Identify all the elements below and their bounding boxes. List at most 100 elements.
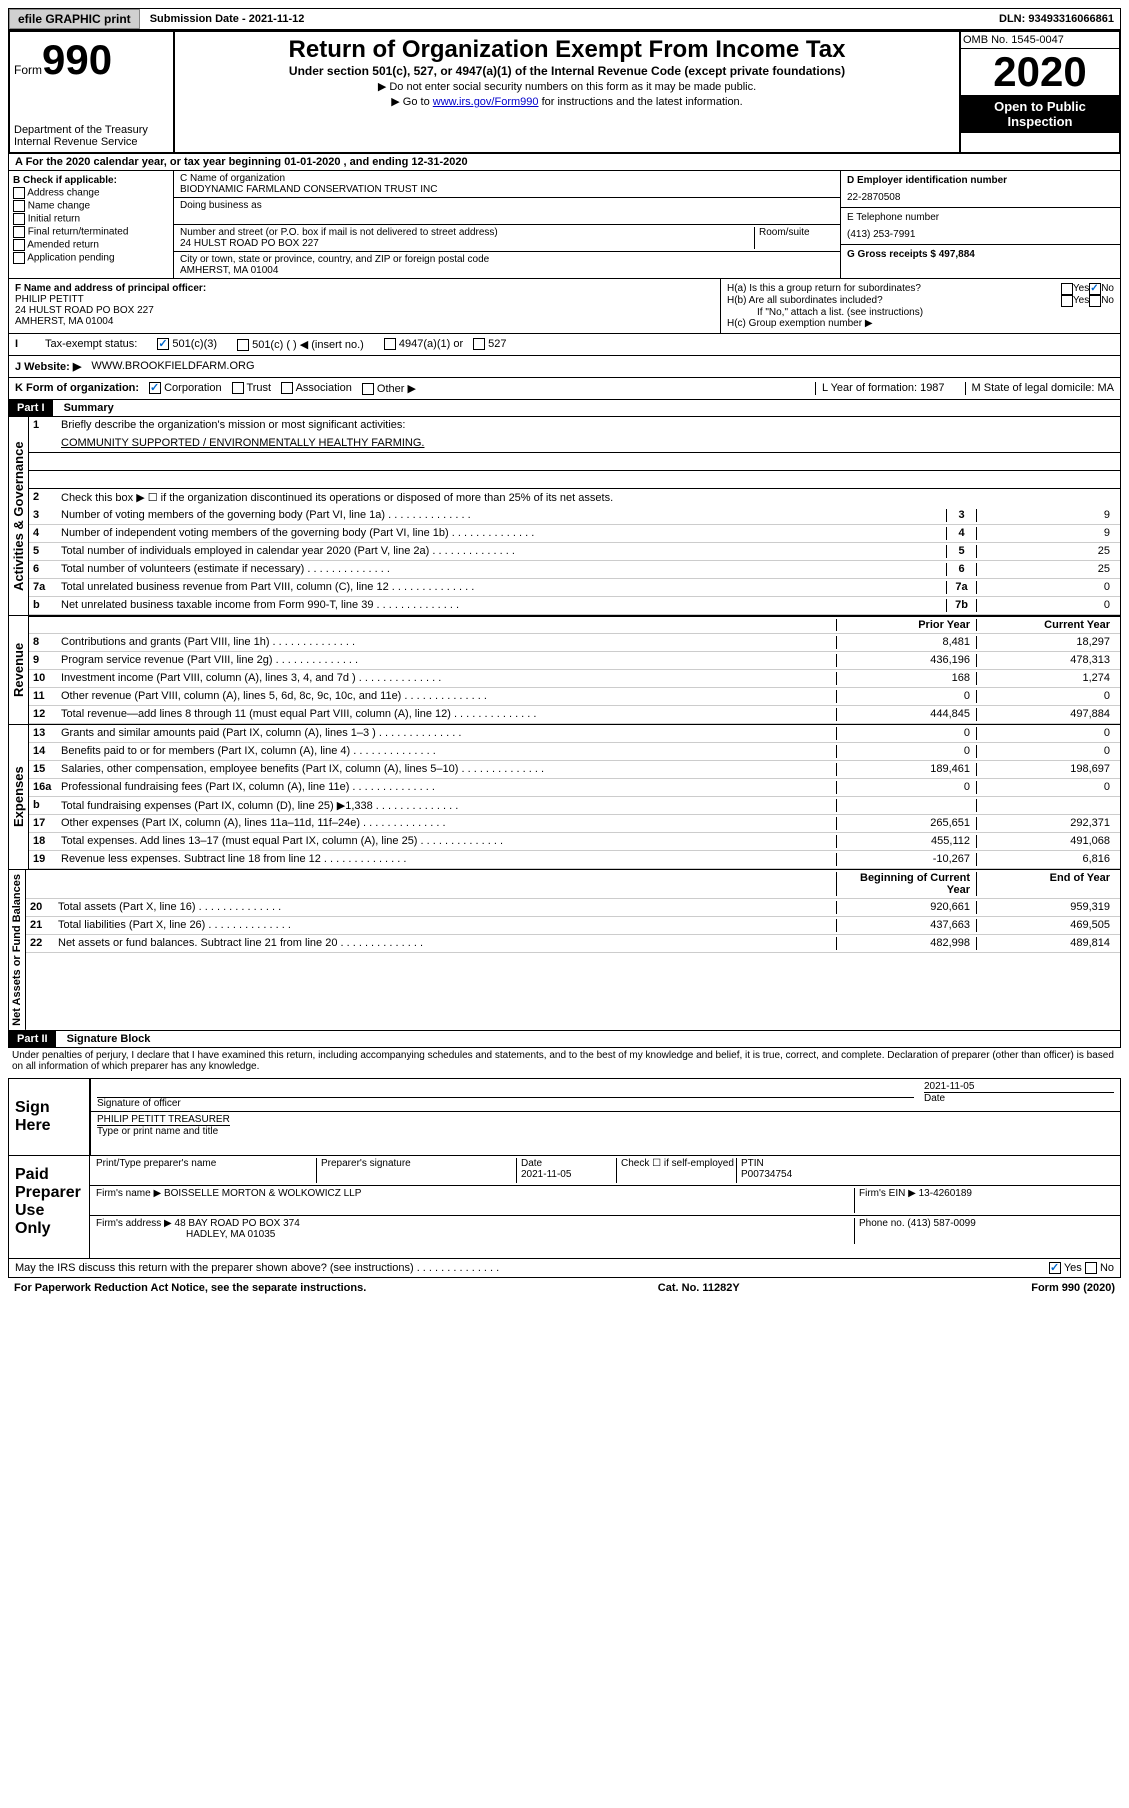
table-row: 4Number of independent voting members of… <box>29 525 1120 543</box>
table-row: 8Contributions and grants (Part VIII, li… <box>29 634 1120 652</box>
footer-mid: Cat. No. 11282Y <box>658 1282 740 1294</box>
discuss-yes[interactable] <box>1049 1262 1061 1274</box>
column-b: B Check if applicable: Address change Na… <box>9 171 174 278</box>
checkbox-4947[interactable] <box>384 338 396 350</box>
table-row: 16aProfessional fundraising fees (Part I… <box>29 779 1120 797</box>
part1-badge: Part I <box>9 400 53 416</box>
website-label: J Website: ▶ <box>15 360 81 373</box>
checkbox-name-change[interactable]: Name change <box>13 200 169 212</box>
dba-label: Doing business as <box>180 200 834 211</box>
table-row: 19Revenue less expenses. Subtract line 1… <box>29 851 1120 869</box>
table-row: 17Other expenses (Part IX, column (A), l… <box>29 815 1120 833</box>
irs-link[interactable]: www.irs.gov/Form990 <box>433 96 539 108</box>
table-row: 22Net assets or fund balances. Subtract … <box>26 935 1120 953</box>
form-subtitle: Under section 501(c), 527, or 4947(a)(1)… <box>179 64 955 78</box>
col-prior-year: Prior Year <box>836 619 976 631</box>
col-b-header: B Check if applicable: <box>13 175 169 186</box>
tax-exempt-label: Tax-exempt status: <box>45 338 137 351</box>
section-fh: F Name and address of principal officer:… <box>8 279 1121 334</box>
tel-cell: E Telephone number (413) 253-7991 <box>841 208 1120 245</box>
self-employed-check[interactable]: Check ☐ if self-employed <box>616 1158 736 1183</box>
firm-name-row: Firm's name ▶ BOISSELLE MORTON & WOLKOWI… <box>90 1186 1120 1216</box>
note2-pre: ▶ Go to <box>391 96 432 108</box>
discuss-no[interactable] <box>1085 1262 1097 1274</box>
vert-revenue: Revenue <box>9 616 29 724</box>
header-right: OMB No. 1545-0047 2020 Open to Public In… <box>959 32 1119 152</box>
officer-sig-line: Signature of officer 2021-11-05Date <box>91 1079 1120 1112</box>
column-h: H(a) Is this a group return for subordin… <box>720 279 1120 333</box>
firm-addr-row: Firm's address ▶ 48 BAY ROAD PO BOX 374H… <box>90 1216 1120 1246</box>
col-beginning: Beginning of Current Year <box>836 872 976 896</box>
column-f: F Name and address of principal officer:… <box>9 279 720 333</box>
room-label: Room/suite <box>754 227 834 249</box>
tax-year: 2020 <box>961 49 1119 95</box>
column-d: D Employer identification number 22-2870… <box>840 171 1120 278</box>
instructions-note: ▶ Go to www.irs.gov/Form990 for instruct… <box>179 95 955 108</box>
table-row: 10Investment income (Part VIII, column (… <box>29 670 1120 688</box>
discuss-row: May the IRS discuss this return with the… <box>8 1259 1121 1278</box>
checkbox-501c[interactable] <box>237 339 249 351</box>
dln-number: DLN: 93493316066861 <box>999 13 1120 25</box>
hc-row: H(c) Group exemption number ▶ <box>727 318 1114 329</box>
vert-governance: Activities & Governance <box>9 417 29 615</box>
preparer-block: Paid Preparer Use Only Print/Type prepar… <box>8 1156 1121 1259</box>
header-middle: Return of Organization Exempt From Incom… <box>175 32 959 152</box>
state-domicile: M State of legal domicile: MA <box>965 382 1114 395</box>
table-row: 12Total revenue—add lines 8 through 11 (… <box>29 706 1120 724</box>
checkbox-corporation[interactable] <box>149 382 161 394</box>
department: Department of the Treasury Internal Reve… <box>14 124 169 148</box>
part1-title: Summary <box>56 402 114 414</box>
sign-here-label: Sign Here <box>9 1079 89 1155</box>
table-row: 6Total number of volunteers (estimate if… <box>29 561 1120 579</box>
checkbox-app-pending[interactable]: Application pending <box>13 252 169 264</box>
part1-netassets: Net Assets or Fund Balances Beginning of… <box>8 870 1121 1031</box>
checkbox-other[interactable] <box>362 383 374 395</box>
form-org-label: K Form of organization: <box>15 382 139 395</box>
efile-print-button[interactable]: efile GRAPHIC print <box>9 9 140 29</box>
city-label: City or town, state or province, country… <box>180 254 834 265</box>
city: AMHERST, MA 01004 <box>180 265 834 276</box>
note2-post: for instructions and the latest informat… <box>539 96 743 108</box>
checkbox-address-change[interactable]: Address change <box>13 187 169 199</box>
part1-revenue: Revenue Prior YearCurrent Year 8Contribu… <box>8 616 1121 725</box>
part2-badge: Part II <box>9 1031 56 1047</box>
checkbox-amended[interactable]: Amended return <box>13 239 169 251</box>
checkbox-initial-return[interactable]: Initial return <box>13 213 169 225</box>
tel-label: E Telephone number <box>847 212 1114 223</box>
address-cell: Number and street (or P.O. box if mail i… <box>174 225 840 252</box>
form-title: Return of Organization Exempt From Incom… <box>179 36 955 64</box>
perjury-text: Under penalties of perjury, I declare th… <box>8 1048 1121 1074</box>
org-name-cell: C Name of organization BIODYNAMIC FARMLA… <box>174 171 840 198</box>
ein: 22-2870508 <box>847 186 1114 203</box>
table-row: 3Number of voting members of the governi… <box>29 507 1120 525</box>
omb-number: OMB No. 1545-0047 <box>961 32 1119 49</box>
officer-name-line: PHILIP PETITT TREASURERType or print nam… <box>91 1112 1120 1142</box>
table-row: 20Total assets (Part X, line 16)920,6619… <box>26 899 1120 917</box>
checkbox-527[interactable] <box>473 338 485 350</box>
form-num: 990 <box>42 36 112 84</box>
table-row: 11Other revenue (Part VIII, column (A), … <box>29 688 1120 706</box>
footer-left: For Paperwork Reduction Act Notice, see … <box>14 1282 366 1294</box>
mission-text: COMMUNITY SUPPORTED / ENVIRONMENTALLY HE… <box>61 437 1116 450</box>
form-number: Form 990 <box>14 36 169 84</box>
col-end: End of Year <box>976 872 1116 896</box>
top-bar: efile GRAPHIC print Submission Date - 20… <box>8 8 1121 30</box>
officer-addr: 24 HULST ROAD PO BOX 227 <box>15 305 714 316</box>
paid-preparer-label: Paid Preparer Use Only <box>9 1156 89 1258</box>
row-i: I Tax-exempt status: 501(c)(3) 501(c) ( … <box>8 334 1121 356</box>
submission-date: Submission Date - 2021-11-12 <box>144 13 311 25</box>
line1-label: Briefly describe the organization's miss… <box>61 419 1116 433</box>
form-header: Form 990 Department of the Treasury Inte… <box>8 30 1121 154</box>
preparer-row1: Print/Type preparer's name Preparer's si… <box>90 1156 1120 1186</box>
part1-header: Part I Summary <box>8 400 1121 417</box>
checkbox-final-return[interactable]: Final return/terminated <box>13 226 169 238</box>
part1-governance: Activities & Governance 1Briefly describ… <box>8 417 1121 616</box>
ein-label: D Employer identification number <box>847 175 1114 186</box>
part2-header: Part II Signature Block <box>8 1031 1121 1048</box>
checkbox-association[interactable] <box>281 382 293 394</box>
officer-label: F Name and address of principal officer: <box>15 283 714 294</box>
checkbox-trust[interactable] <box>232 382 244 394</box>
row-k: K Form of organization: Corporation Trus… <box>8 378 1121 400</box>
table-row: 9Program service revenue (Part VIII, lin… <box>29 652 1120 670</box>
checkbox-501c3[interactable] <box>157 338 169 350</box>
